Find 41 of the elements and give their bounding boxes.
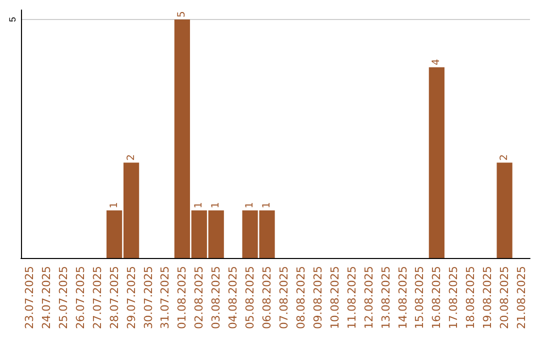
x-tick-label: 12.08.2025 bbox=[362, 266, 376, 330]
x-tick-label: 27.07.2025 bbox=[90, 266, 104, 330]
x-tick-label: 15.08.2025 bbox=[413, 266, 426, 330]
data-label: 1 bbox=[210, 202, 222, 208]
data-label: 1 bbox=[194, 202, 205, 208]
x-tick-label: 13.08.2025 bbox=[379, 266, 392, 330]
x-tick-label: 30.07.2025 bbox=[142, 266, 155, 330]
x-tick-label: 14.08.2025 bbox=[396, 266, 410, 330]
x-tick-label: 21.08.2025 bbox=[515, 266, 528, 330]
x-tick-label: 11.08.2025 bbox=[345, 266, 358, 330]
data-label: 1 bbox=[262, 202, 273, 208]
x-tick-label: 02.08.2025 bbox=[192, 266, 206, 330]
x-tick-label: 04.08.2025 bbox=[226, 266, 240, 330]
x-tick-label: 26.07.2025 bbox=[74, 266, 87, 330]
x-tick-label: 28.07.2025 bbox=[108, 266, 121, 330]
data-label: 1 bbox=[108, 202, 120, 208]
x-tick-label: 03.08.2025 bbox=[210, 266, 223, 330]
bar bbox=[496, 162, 512, 258]
x-tick-label: 20.08.2025 bbox=[498, 266, 512, 330]
x-tick-label: 19.08.2025 bbox=[481, 266, 494, 330]
data-label: 2 bbox=[499, 154, 510, 161]
data-label: 1 bbox=[244, 202, 256, 208]
x-tick-label: 29.07.2025 bbox=[124, 266, 138, 330]
bar bbox=[428, 67, 444, 258]
x-tick-label: 06.08.2025 bbox=[260, 266, 274, 330]
data-label: 5 bbox=[176, 11, 188, 18]
x-tick-label: 07.08.2025 bbox=[277, 266, 290, 330]
data-label: 4 bbox=[431, 58, 442, 66]
x-tick-label: 17.08.2025 bbox=[447, 266, 460, 330]
x-tick-label: 01.08.2025 bbox=[176, 266, 189, 330]
x-tick-label: 05.08.2025 bbox=[244, 266, 257, 330]
x-tick-label: 10.08.2025 bbox=[328, 266, 342, 330]
x-tick-label: 24.07.2025 bbox=[40, 266, 53, 330]
x-tick-label: 18.08.2025 bbox=[464, 266, 478, 330]
x-tick-label: 08.08.2025 bbox=[294, 266, 308, 330]
x-tick-label: 16.08.2025 bbox=[430, 266, 444, 330]
data-label: 2 bbox=[126, 154, 137, 161]
x-tick-label: 31.07.2025 bbox=[158, 266, 172, 330]
x-tick-label: 23.07.2025 bbox=[22, 266, 36, 330]
x-tick-label: 25.07.2025 bbox=[56, 266, 70, 330]
x-tick-label: 09.08.2025 bbox=[311, 266, 324, 330]
